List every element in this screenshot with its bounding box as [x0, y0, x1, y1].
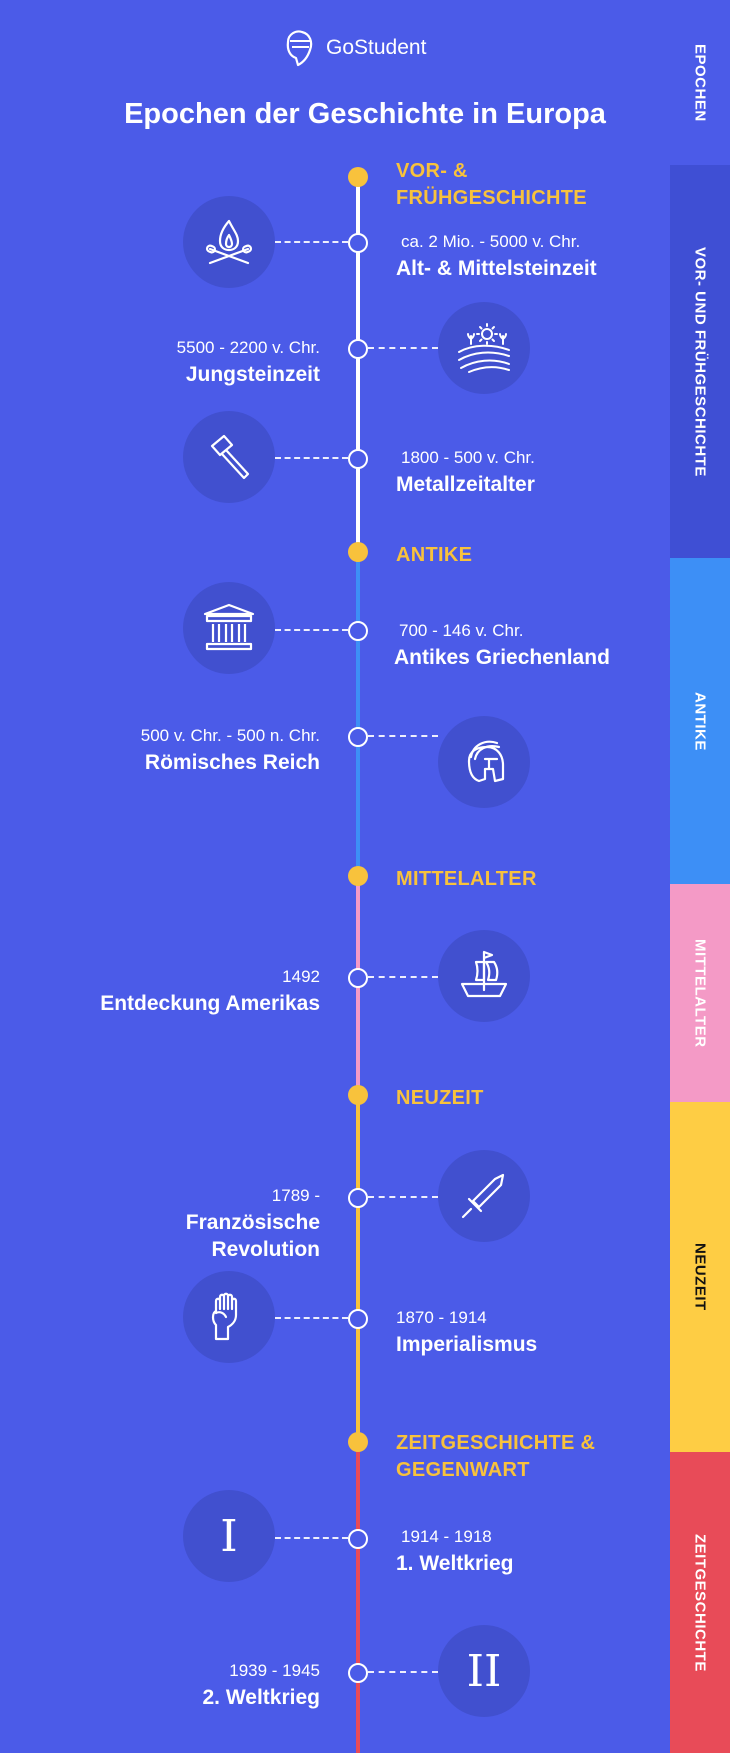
event-name-line: Revolution	[211, 1238, 321, 1261]
epoch-marker	[348, 1432, 368, 1452]
timeline-segment-zeitgeschichte	[356, 1441, 360, 1753]
event-marker	[348, 449, 368, 469]
event-connector	[368, 347, 438, 349]
timeline-segment-vor-fruehgeschichte	[356, 176, 360, 551]
event-name: Römisches Reich	[144, 751, 320, 774]
event-name: Französische Revolution	[186, 1209, 320, 1263]
epoch-marker	[348, 167, 368, 187]
sidebar-segment-neuzeit: NEUZEIT	[670, 1102, 730, 1452]
event-marker	[348, 1663, 368, 1683]
hammer-icon	[210, 434, 250, 480]
epoch-label-antike: ANTIKE	[396, 544, 473, 566]
event-date: 1914 - 1918	[401, 1527, 492, 1546]
event-connector	[275, 1537, 348, 1539]
epoch-label-vor-fruehgeschichte: VOR- & FRÜHGESCHICHTE	[396, 158, 587, 212]
event-icon-circle	[438, 930, 530, 1022]
event-name-line: Französische	[185, 1211, 320, 1234]
event-icon-circle	[183, 411, 275, 503]
event-icon-circle	[183, 582, 275, 674]
sidebar-segment-mittelalter: MITTELALTER	[670, 884, 730, 1102]
sword-icon	[461, 1173, 505, 1219]
epoch-label-line: FRÜHGESCHICHTE	[396, 187, 587, 209]
sailing-ship-icon	[460, 950, 508, 998]
roman-helmet-icon	[467, 740, 505, 783]
event-connector	[275, 241, 348, 243]
timeline-segment-neuzeit	[356, 1094, 360, 1441]
event-icon-circle: II	[438, 1625, 530, 1717]
roman-two-icon: II	[466, 1645, 502, 1697]
event-name: 1. Weltkrieg	[396, 1552, 514, 1575]
event-name: Metallzeitalter	[396, 473, 535, 496]
event-marker	[348, 968, 368, 988]
event-name: Jungsteinzeit	[185, 363, 320, 386]
sidebar-segment-epochen: EPOCHEN	[670, 0, 730, 165]
event-icon-circle	[183, 196, 275, 288]
event-date: 1789 -	[271, 1186, 320, 1205]
sidebar-label: MITTELALTER	[691, 938, 709, 1048]
gostudent-logo-icon	[286, 30, 313, 67]
timeline-segment-antike	[356, 551, 360, 876]
sidebar-segment-zeitgeschichte: ZEITGESCHICHTE	[670, 1452, 730, 1753]
event-connector	[368, 976, 438, 978]
event-marker	[348, 1309, 368, 1329]
roman-one-icon: I	[220, 1510, 238, 1562]
event-date: 700 - 146 v. Chr.	[399, 621, 524, 640]
epoch-label-line: ZEITGESCHICHTE &	[396, 1432, 596, 1454]
epoch-label-zeitgeschichte: ZEITGESCHICHTE & GEGENWART	[396, 1430, 595, 1484]
page-title: Epochen der Geschichte in Europa	[124, 98, 606, 130]
event-marker	[348, 1529, 368, 1549]
event-connector	[275, 629, 348, 631]
sidebar-segment-vor-fruehgeschichte: VOR- UND FRÜHGESCHICHTE	[670, 165, 730, 558]
event-date: 1939 - 1945	[229, 1661, 320, 1680]
event-name: Antikes Griechenland	[394, 646, 610, 669]
campfire-icon	[205, 219, 253, 265]
epoch-label-neuzeit: NEUZEIT	[396, 1087, 484, 1109]
event-marker	[348, 621, 368, 641]
epoch-label-line: VOR- &	[396, 160, 468, 182]
event-icon-circle	[438, 716, 530, 808]
event-marker	[348, 339, 368, 359]
event-connector	[368, 1196, 438, 1198]
event-name: 2. Weltkrieg	[202, 1686, 321, 1709]
raised-fist-icon	[211, 1292, 238, 1341]
event-icon-circle: I	[183, 1490, 275, 1582]
event-date: 5500 - 2200 v. Chr.	[176, 338, 320, 357]
sidebar-label: NEUZEIT	[691, 1243, 709, 1311]
event-icon-circle	[183, 1271, 275, 1363]
event-date: 500 v. Chr. - 500 n. Chr.	[140, 726, 320, 745]
greek-temple-icon	[203, 603, 255, 651]
farm-field-icon	[458, 323, 510, 373]
event-connector	[275, 457, 348, 459]
epoch-marker	[348, 542, 368, 562]
event-icon-circle	[438, 1150, 530, 1242]
event-date: ca. 2 Mio. - 5000 v. Chr.	[401, 232, 581, 251]
event-icon-circle	[438, 302, 530, 394]
event-marker	[348, 233, 368, 253]
event-date: 1492	[282, 967, 320, 986]
sidebar-label: ANTIKE	[691, 691, 709, 751]
sidebar-label: ZEITGESCHICHTE	[691, 1533, 709, 1672]
event-date: 1870 - 1914	[396, 1308, 487, 1327]
epoch-label-line: GEGENWART	[396, 1459, 530, 1481]
sidebar-label: VOR- UND FRÜHGESCHICHTE	[691, 246, 709, 477]
event-name: Imperialismus	[396, 1333, 538, 1356]
event-marker	[348, 727, 368, 747]
gostudent-logo: GoStudent	[282, 28, 426, 68]
epoch-marker	[348, 1085, 368, 1105]
epoch-marker	[348, 866, 368, 886]
event-connector	[275, 1317, 348, 1319]
epoch-label-mittelalter: MITTELALTER	[396, 868, 537, 890]
event-connector	[368, 1671, 438, 1673]
event-date: 1800 - 500 v. Chr.	[401, 448, 535, 467]
sidebar-label: EPOCHEN	[691, 43, 709, 122]
event-marker	[348, 1188, 368, 1208]
event-name: Entdeckung Amerikas	[100, 992, 320, 1015]
sidebar-segment-antike: ANTIKE	[670, 558, 730, 884]
brand-name: GoStudent	[326, 36, 427, 59]
event-name: Alt- & Mittelsteinzeit	[396, 257, 597, 280]
event-connector	[368, 735, 438, 737]
